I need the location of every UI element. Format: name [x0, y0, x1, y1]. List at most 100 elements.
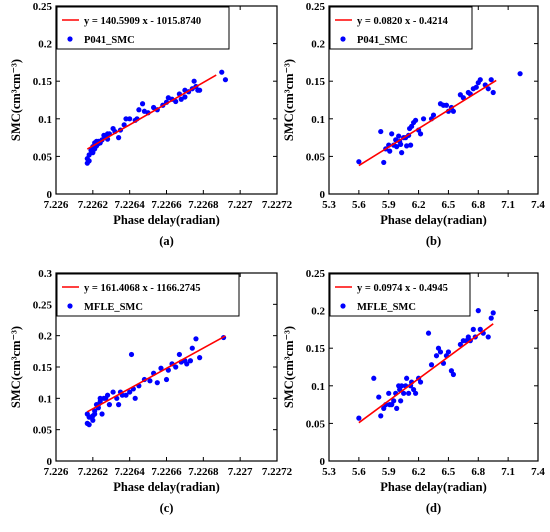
y-tick-label: 0.3	[38, 268, 52, 280]
legend-series-label: MFLE_SMC	[84, 302, 143, 313]
y-tick-label: 0.15	[33, 76, 53, 88]
x-tick-label: 6.5	[442, 199, 456, 211]
legend-series-label: P041_SMC	[84, 35, 135, 46]
chart-panel-1: 7.226 7.2262 7.2264 7.2266 7.2268 7.227 7.2272…	[9, 1, 293, 248]
data-point	[123, 116, 129, 122]
legend-series-swatch	[340, 36, 346, 42]
data-point	[139, 101, 146, 107]
legend-fit-label: y = 161.4068 x - 1166.2745	[84, 283, 201, 294]
legend-series-swatch	[340, 303, 346, 309]
x-axis-label: Phase delay(radian)	[113, 213, 220, 227]
x-tick-label: 7.2266	[151, 199, 182, 211]
y-tick-label: 0.1	[311, 381, 325, 393]
y-tick-label: 0.2	[38, 39, 52, 51]
data-point	[356, 415, 362, 421]
x-tick-label: 5.6	[352, 199, 366, 211]
y-tick-label: 0.2	[311, 39, 325, 51]
data-point	[378, 128, 384, 135]
panel-label: (c)	[160, 501, 174, 515]
data-point	[389, 131, 395, 137]
x-tick-label: 7.1	[501, 466, 515, 478]
data-point	[104, 392, 111, 398]
panel-label: (d)	[426, 501, 441, 515]
x-tick-label: 7.4	[531, 466, 545, 478]
x-tick-label: 6.5	[442, 466, 456, 478]
data-point	[90, 417, 96, 423]
y-tick-label: 0.05	[33, 425, 53, 437]
data-point	[106, 402, 113, 408]
y-tick-label: 0.25	[33, 299, 53, 311]
data-point	[110, 389, 116, 395]
y-tick-label: 0.25	[306, 268, 326, 280]
data-point	[417, 379, 424, 385]
x-tick-label: 7.2266	[151, 466, 182, 478]
x-tick-label: 7.4	[531, 199, 545, 211]
data-point	[123, 392, 129, 398]
x-axis-label: Phase delay(radian)	[380, 480, 487, 494]
legend-fit-label: y = 0.0974 x - 0.4945	[357, 283, 448, 294]
legend-series-swatch	[67, 36, 73, 42]
data-point	[394, 405, 400, 411]
data-point	[173, 364, 179, 370]
data-point	[517, 71, 523, 77]
chart-panel-4: 5.3 5.6 5.9 6.2 6.5 6.8 7.1 7.4 0 0.05 0.1 0.15 0.2 0…	[282, 268, 545, 515]
data-point	[417, 131, 424, 137]
legend-series-label: MFLE_SMC	[357, 302, 416, 313]
data-point	[187, 358, 194, 364]
data-point	[219, 69, 225, 75]
data-point	[176, 351, 182, 358]
x-tick-label: 7.2268	[188, 466, 219, 478]
y-tick-label: 0.1	[311, 114, 325, 126]
y-tick-label: 0	[47, 189, 53, 201]
panel-label: (a)	[159, 234, 174, 248]
data-point	[430, 112, 437, 118]
data-point	[404, 375, 410, 381]
x-tick-label: 7.2262	[78, 199, 109, 211]
y-tick-label: 0.05	[33, 151, 53, 163]
legend-box	[329, 6, 473, 50]
data-point	[412, 390, 419, 396]
data-point	[488, 77, 494, 83]
data-point	[428, 362, 435, 368]
data-point	[475, 308, 481, 314]
x-tick-label: 7.226	[44, 199, 69, 211]
chart-panel-2: 5.3 5.6 5.9 6.2 6.5 6.8 7.1 7.4 0 0.05 0.1 0.15 0.2 0…	[282, 1, 545, 248]
y-axis-label: SMC(cm³cm⁻³)	[9, 326, 23, 408]
legend-fit-label: y = 0.0820 x - 0.4214	[357, 16, 449, 27]
x-tick-label: 5.9	[382, 199, 396, 211]
x-tick-label: 6.2	[412, 199, 426, 211]
data-point	[191, 78, 197, 84]
data-point	[445, 349, 452, 355]
data-point	[116, 402, 122, 408]
x-tick-label: 6.8	[471, 466, 485, 478]
data-point	[457, 341, 463, 348]
x-tick-label: 5.3	[322, 199, 336, 211]
legend: y = 161.4068 x - 1166.2745 MFLE_SMC	[56, 273, 240, 317]
data-point	[387, 148, 393, 154]
y-axis-label: SMC(cm³cm⁻³)	[9, 59, 23, 141]
x-tick-label: 7.2264	[115, 199, 146, 211]
data-point	[477, 326, 483, 332]
data-point	[222, 77, 229, 83]
fit-line	[86, 335, 226, 413]
data-point	[147, 378, 153, 384]
data-point	[394, 144, 400, 150]
data-point	[193, 336, 199, 342]
data-point	[381, 159, 387, 166]
y-tick-label: 0.1	[38, 393, 52, 405]
data-point	[399, 383, 405, 389]
data-point	[398, 141, 404, 147]
data-point	[473, 84, 479, 90]
data-point	[490, 310, 496, 316]
data-point	[490, 89, 496, 96]
x-tick-label: 7.227	[228, 466, 253, 478]
legend-box	[56, 273, 240, 317]
x-tick-label: 5.3	[322, 466, 336, 478]
y-tick-label: 0	[320, 456, 326, 468]
data-point	[97, 398, 103, 405]
x-tick-label: 7.2272	[262, 466, 293, 478]
y-axis-label: SMC(cm³cm⁻³)	[282, 59, 296, 141]
data-point	[99, 411, 105, 417]
data-point	[404, 143, 410, 149]
